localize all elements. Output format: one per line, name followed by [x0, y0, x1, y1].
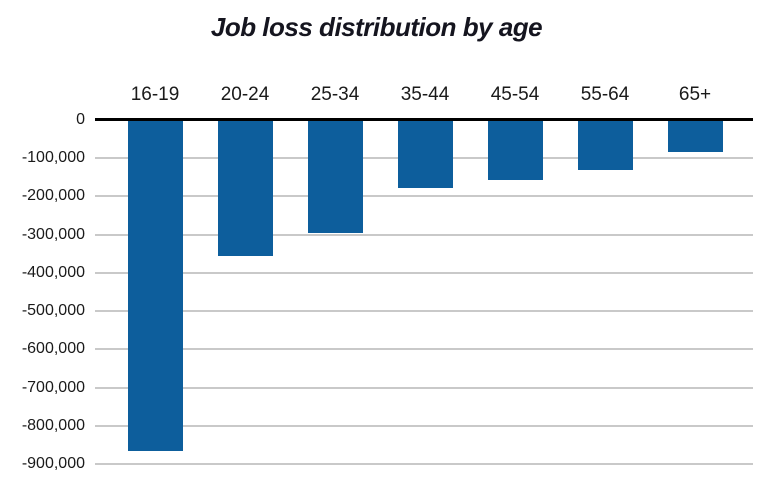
bar-55-64 [577, 121, 633, 171]
category-label-45-54: 45-54 [490, 84, 540, 105]
y-tick-label-0: 0 [76, 111, 85, 128]
bar-45-54 [487, 121, 543, 180]
y-tick-label--700000: -700,000 [21, 378, 85, 396]
gridline--800000 [95, 424, 753, 427]
y-tick-label--300000: -300,000 [21, 225, 85, 243]
category-label-65+: 65+ [678, 84, 712, 105]
bar-20-24 [217, 121, 273, 256]
gridline--700000 [95, 386, 753, 389]
y-tick-label--900000: -900,000 [21, 455, 85, 472]
bar-16-19 [127, 121, 183, 451]
category-label-25-34: 25-34 [310, 84, 360, 105]
x-axis-zero-line [95, 118, 753, 121]
gridline--400000 [95, 271, 753, 274]
bar-35-44 [397, 121, 453, 189]
category-label-35-44: 35-44 [400, 84, 450, 105]
gridline--300000 [95, 233, 753, 236]
y-tick-label--400000: -400,000 [21, 263, 85, 281]
y-tick-label--600000: -600,000 [21, 340, 85, 358]
bar-25-34 [307, 121, 363, 233]
gridline--900000 [95, 463, 753, 465]
category-label-20-24: 20-24 [220, 84, 270, 105]
category-label-55-64: 55-64 [580, 84, 630, 105]
y-tick-label--800000: -800,000 [21, 416, 85, 434]
gridline--200000 [95, 195, 753, 198]
gridline--600000 [95, 348, 753, 351]
bar-65+ [667, 121, 723, 152]
y-tick-label--500000: -500,000 [21, 302, 85, 320]
category-label-16-19: 16-19 [130, 84, 180, 105]
chart-title: Job loss distribution by age [210, 12, 543, 42]
gridline--500000 [95, 310, 753, 313]
plot-area [95, 118, 753, 465]
y-tick-label--100000: -100,000 [21, 149, 85, 167]
y-tick-label--200000: -200,000 [21, 187, 85, 205]
